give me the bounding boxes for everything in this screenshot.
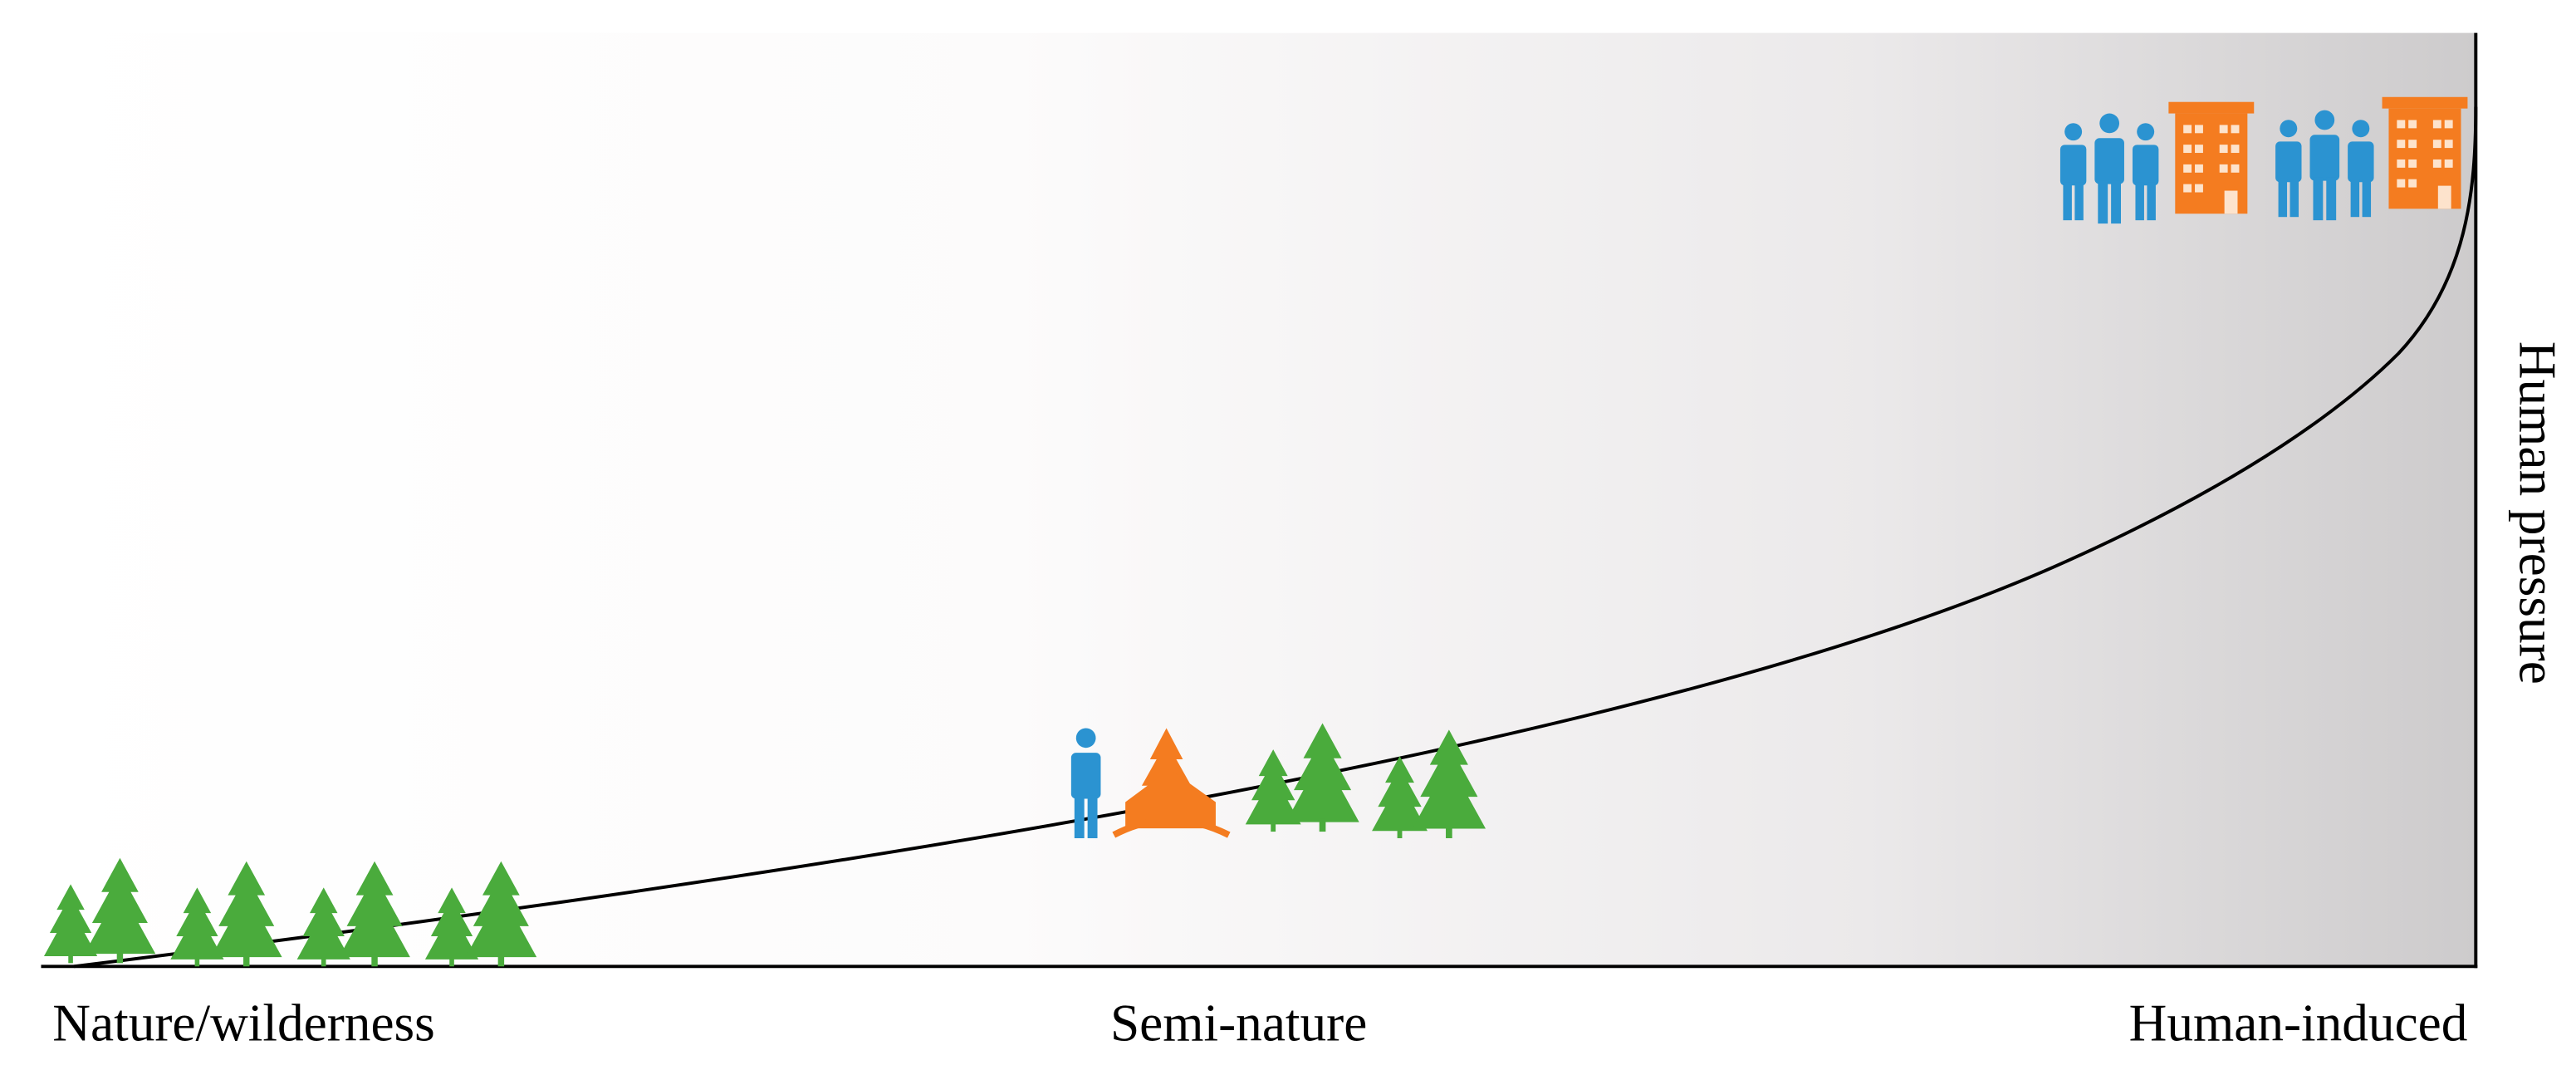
axis-label: Human pressure <box>2509 341 2567 685</box>
semi-nature-icons <box>1070 723 1486 838</box>
cabin <box>1112 728 1231 838</box>
building <box>2382 96 2468 209</box>
pressure-curve <box>73 106 2478 969</box>
left-label: Nature/wilderness <box>52 994 435 1052</box>
right-label: Human-induced <box>2129 994 2468 1052</box>
building <box>2168 101 2255 214</box>
middle-label: Semi-nature <box>1110 994 1367 1052</box>
